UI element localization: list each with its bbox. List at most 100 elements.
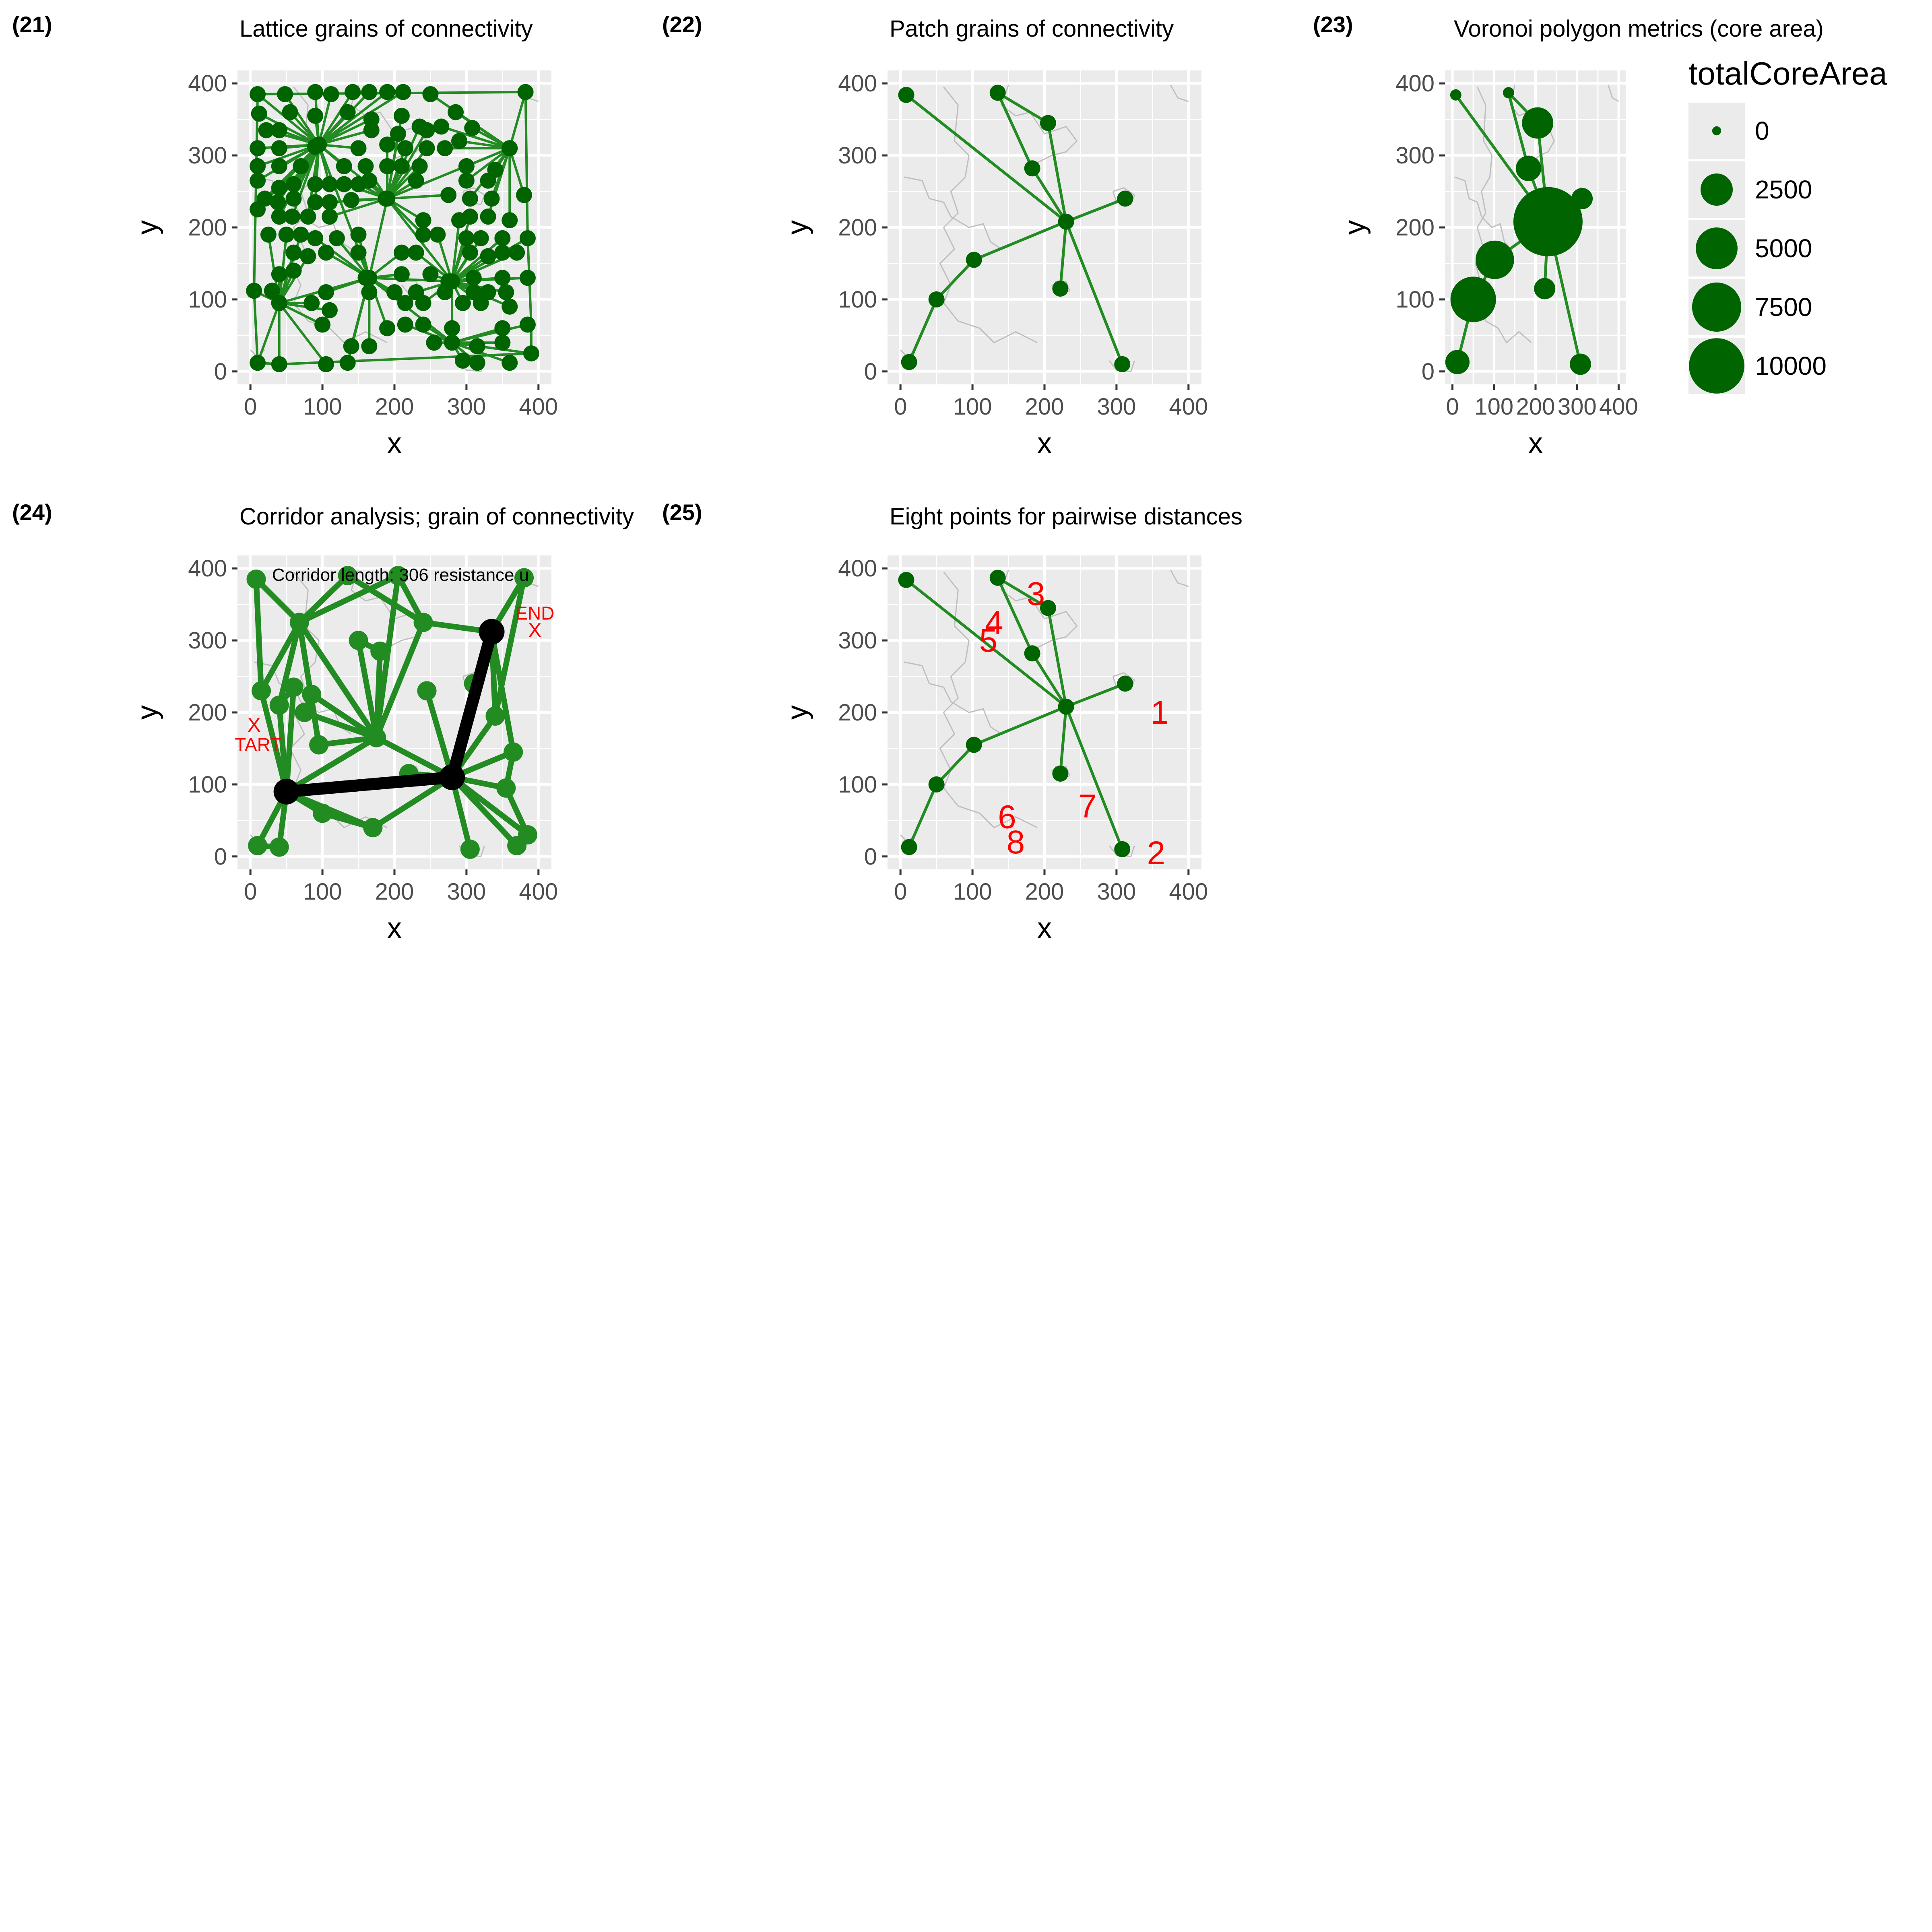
patch-outline [904, 176, 1002, 250]
lattice-edge [329, 197, 388, 218]
lattice-node [502, 298, 518, 315]
lattice-node [397, 295, 413, 311]
patch-edge [1046, 607, 1068, 707]
point-number-label: 2 [1147, 835, 1165, 871]
y-tick-label: 200 [188, 700, 227, 726]
x-tick-label: 200 [375, 879, 414, 905]
lattice-edge [452, 323, 528, 344]
panel-title-22: Patch grains of connectivity [890, 16, 1174, 42]
corridor-node [413, 613, 433, 632]
point-number-label: 5 [979, 622, 998, 659]
panel-title-25: Eight points for pairwise distances [890, 504, 1243, 530]
lattice-node [502, 212, 518, 229]
lattice-node [480, 248, 496, 264]
y-axis-label: y [781, 705, 813, 720]
y-tick-label: 0 [1422, 359, 1435, 385]
corridor-node [246, 570, 266, 589]
lattice-edge [441, 125, 510, 150]
x-tick-label: 200 [1025, 394, 1064, 420]
panel-3-marks [1445, 85, 1619, 375]
lattice-edge [508, 91, 527, 149]
lattice-edge [451, 220, 460, 282]
patch-point [1058, 698, 1074, 715]
corridor-node [518, 825, 537, 845]
lattice-node [336, 158, 352, 174]
lattice-node [519, 316, 536, 333]
x-tick-label: 300 [447, 394, 486, 420]
lattice-node [458, 172, 475, 189]
corridor-network-edge [285, 735, 378, 794]
lattice-edge [405, 323, 453, 344]
patch-point [1040, 600, 1056, 616]
lattice-edge [466, 147, 511, 182]
corridor-vertex [479, 619, 505, 645]
lattice-node [458, 158, 475, 174]
lattice-node [408, 172, 424, 189]
patch-edge [935, 259, 975, 301]
lattice-node [469, 355, 485, 371]
patch-point [898, 572, 914, 588]
core-area-point [1515, 155, 1542, 181]
legend-key [1696, 227, 1738, 269]
panel-5-marks: 1 2 345 6 7 8 [898, 570, 1189, 871]
lattice-node [422, 86, 439, 103]
lattice-edge [278, 255, 309, 304]
y-tick-label: 0 [864, 359, 877, 385]
legend-label: 7500 [1755, 293, 1812, 322]
patch-point [966, 252, 982, 268]
lattice-edge [318, 129, 372, 146]
patch-outline [1000, 85, 1078, 163]
lattice-node [343, 192, 359, 208]
lattice-node [494, 320, 511, 336]
patch-edge [996, 577, 1034, 654]
x-tick-label: 200 [1025, 879, 1064, 905]
patch-point [901, 354, 917, 370]
y-axis-label: y [131, 220, 163, 235]
panel-tag-23: (23) [1313, 12, 1353, 37]
lattice-node [307, 230, 324, 246]
patch-edge [997, 576, 1049, 609]
lattice-node [361, 284, 378, 301]
patch-point [1117, 675, 1133, 692]
lattice-edge [318, 91, 404, 146]
lattice-node [300, 248, 316, 264]
legend-key [1701, 173, 1733, 206]
lattice-node [282, 104, 298, 120]
y-tick-label: 300 [188, 627, 227, 654]
y-tick-label: 200 [1395, 215, 1435, 241]
lattice-node [415, 295, 431, 311]
lattice-node [357, 158, 374, 174]
lattice-node [448, 104, 464, 120]
x-axis-label: x [1037, 427, 1052, 459]
lattice-node [473, 230, 489, 246]
lattice-node [415, 226, 431, 243]
patch-edge [1031, 167, 1067, 223]
lattice-node [271, 295, 287, 311]
lattice-node [271, 266, 287, 283]
y-tick-label: 0 [214, 359, 227, 385]
lattice-edge [318, 91, 354, 145]
corridor-node [269, 696, 289, 715]
x-tick-label: 200 [375, 394, 414, 420]
patch-outline [1170, 85, 1189, 102]
panel-tag-24: (24) [12, 500, 52, 525]
lattice-node [397, 316, 413, 333]
core-area-point [1513, 187, 1583, 256]
lattice-node [271, 208, 287, 225]
corridor-network-edge [371, 775, 454, 830]
x-tick-label: 400 [519, 394, 558, 420]
corridor-node [284, 677, 303, 697]
x-tick-label: 0 [244, 879, 257, 905]
y-tick-label: 400 [838, 70, 877, 97]
lattice-node [350, 140, 367, 157]
lattice-node [480, 172, 496, 189]
patch-outline [939, 87, 1038, 344]
core-area-point [1503, 87, 1514, 99]
x-tick-label: 400 [1169, 394, 1208, 420]
lattice-node [271, 122, 287, 138]
patch-outline [904, 661, 1002, 735]
corridor-node [370, 641, 390, 661]
lattice-edge [278, 302, 327, 365]
y-tick-label: 200 [838, 215, 877, 241]
